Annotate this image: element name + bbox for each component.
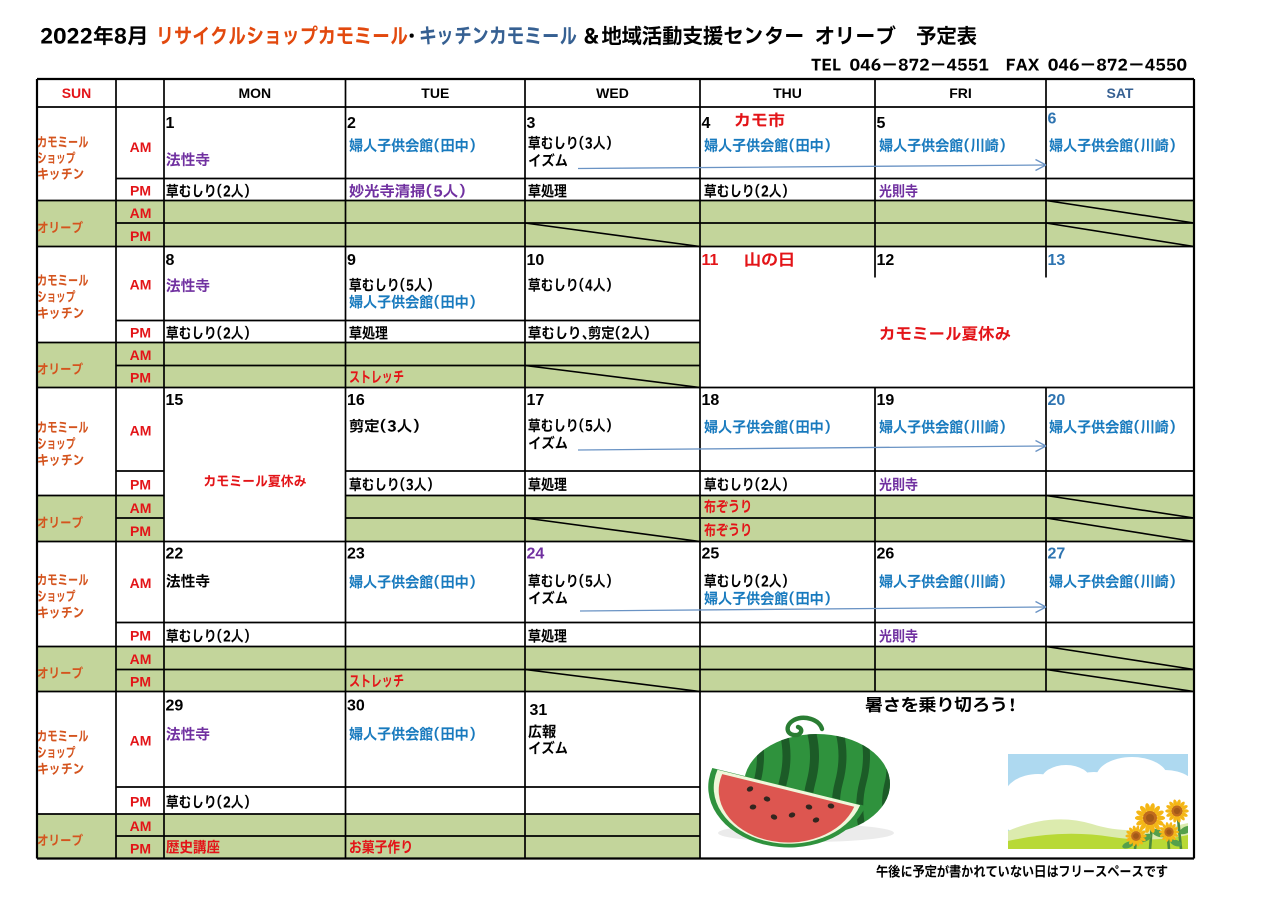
svg-text:SAT: SAT — [1107, 85, 1134, 101]
svg-text:11: 11 — [702, 252, 719, 269]
svg-text:AM: AM — [130, 818, 152, 834]
svg-text:1: 1 — [166, 115, 175, 132]
svg-text:PM: PM — [130, 228, 151, 244]
svg-text:12: 12 — [877, 252, 895, 269]
svg-text:PM: PM — [130, 628, 151, 644]
svg-text:16: 16 — [347, 392, 365, 409]
svg-text:3: 3 — [527, 115, 536, 132]
svg-text:AM: AM — [130, 732, 152, 748]
svg-text:20: 20 — [1048, 392, 1066, 409]
svg-text:MON: MON — [238, 85, 271, 101]
svg-text:29: 29 — [166, 698, 184, 715]
svg-text:9: 9 — [347, 252, 356, 269]
svg-text:THU: THU — [773, 85, 802, 101]
svg-text:AM: AM — [130, 347, 152, 363]
svg-text:15: 15 — [166, 392, 184, 409]
svg-text:18: 18 — [702, 392, 720, 409]
svg-text:19: 19 — [877, 392, 895, 409]
svg-text:AM: AM — [130, 277, 152, 293]
svg-text:PM: PM — [130, 674, 151, 690]
svg-text:25: 25 — [702, 546, 720, 563]
svg-text:31: 31 — [530, 702, 548, 719]
svg-text:WED: WED — [596, 85, 629, 101]
svg-text:AM: AM — [130, 205, 152, 221]
svg-text:23: 23 — [347, 546, 365, 563]
svg-text:26: 26 — [877, 546, 895, 563]
svg-text:PM: PM — [130, 370, 151, 386]
svg-text:AM: AM — [130, 500, 152, 516]
svg-text:AM: AM — [130, 651, 152, 667]
svg-text:PM: PM — [130, 794, 151, 810]
svg-text:PM: PM — [130, 476, 151, 492]
svg-text:22: 22 — [166, 546, 184, 563]
svg-text:SUN: SUN — [62, 85, 92, 101]
svg-text:AM: AM — [130, 422, 152, 438]
svg-text:AM: AM — [130, 139, 152, 155]
svg-text:24: 24 — [527, 546, 545, 563]
svg-text:PM: PM — [130, 523, 151, 539]
svg-text:4: 4 — [702, 115, 711, 132]
svg-text:6: 6 — [1048, 111, 1057, 128]
svg-text:PM: PM — [130, 840, 151, 856]
svg-text:FRI: FRI — [949, 85, 972, 101]
svg-text:13: 13 — [1048, 252, 1066, 269]
svg-text:30: 30 — [347, 698, 365, 715]
svg-text:PM: PM — [130, 325, 151, 341]
svg-text:8: 8 — [166, 252, 175, 269]
svg-text:2: 2 — [347, 115, 356, 132]
svg-text:27: 27 — [1048, 546, 1066, 563]
svg-text:5: 5 — [877, 115, 886, 132]
svg-text:AM: AM — [130, 575, 152, 591]
svg-text:10: 10 — [527, 252, 545, 269]
svg-text:17: 17 — [527, 392, 545, 409]
svg-text:PM: PM — [130, 183, 151, 199]
svg-text:TUE: TUE — [421, 85, 449, 101]
